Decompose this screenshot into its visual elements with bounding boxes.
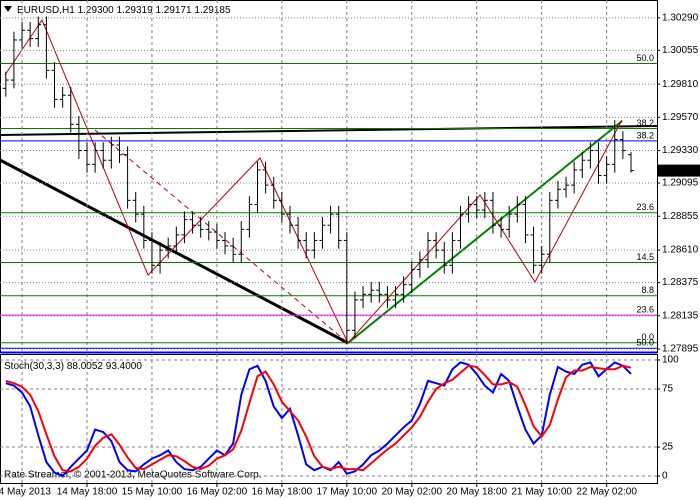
level-label: 38.2 (636, 130, 654, 140)
level-label: 23.6 (636, 304, 654, 314)
y-tick-label: 1.29570 (662, 112, 699, 123)
low-value: 1.29171 (155, 5, 192, 16)
level-label: 50.0 (636, 53, 654, 63)
channel-line (94, 129, 349, 344)
x-tick-label: 16 May 02:00 (187, 487, 248, 498)
indicator-title: Stoch(30,3,3) 88.0052 93.4000 (4, 361, 142, 372)
open-value: 1.29300 (78, 5, 115, 16)
y-tick-label: 1.29330 (662, 145, 699, 156)
y-tick-label: 1.30055 (662, 45, 699, 56)
x-tick-label: 16 May 18:00 (252, 487, 313, 498)
x-tick-label: 20 May 18:00 (446, 487, 507, 498)
header: EURUSD,H1 1.29300 1.29319 1.29171 1.2918… (17, 5, 231, 16)
trend-line (347, 120, 623, 344)
menu-arrow[interactable] (4, 6, 12, 12)
y-tick-label: 1.27895 (662, 344, 699, 355)
level-label: 50.0 (636, 338, 654, 348)
x-tick-label: 20 May 02:00 (381, 487, 442, 498)
close-value: 1.29185 (194, 5, 231, 16)
x-tick-label: 17 May 10:00 (317, 487, 378, 498)
copyright: Rate Streamer, © 2001-2013, MetaQuotes S… (4, 470, 262, 481)
y-tick-label: 1.30290 (662, 12, 699, 23)
price-tag (658, 164, 700, 177)
y-tick-label: 1.29095 (662, 178, 699, 189)
y-tick-label: 25 (662, 442, 674, 453)
level-label: 0.0 (641, 332, 654, 342)
x-tick-label: 21 May 10:00 (511, 487, 572, 498)
indicator-main: 88.0052 (67, 361, 104, 372)
x-tick-label: 22 May 02:00 (576, 487, 637, 498)
y-tick-label: 1.28855 (662, 211, 699, 222)
y-tick-label: 1.28610 (662, 245, 699, 256)
level-label: 8.8 (641, 285, 654, 295)
x-tick-label: 14 May 2013 (0, 487, 51, 498)
y-tick-label: 1.28375 (662, 277, 699, 288)
indicator-signal: 93.4000 (106, 361, 143, 372)
level-label: 23.6 (636, 202, 654, 212)
y-tick-label: 0 (662, 471, 668, 482)
y-tick-label: 75 (662, 384, 674, 395)
level-label: 14.5 (636, 252, 654, 262)
stoch-frame (0, 354, 658, 484)
trend-line (0, 158, 349, 345)
x-tick-label: 15 May 10:00 (122, 487, 183, 498)
trend-line (0, 125, 658, 136)
stoch-line (5, 364, 632, 473)
y-tick-label: 1.28135 (662, 310, 699, 321)
level-label: 38.2 (636, 118, 654, 128)
high-value: 1.29319 (117, 5, 154, 16)
y-tick-label: 100 (662, 355, 679, 366)
indicator-name: Stoch(30,3,3) (4, 361, 64, 372)
symbol: EURUSD,H1 (17, 5, 75, 16)
price-tag-label: 1.29185 (661, 165, 698, 176)
x-tick-label: 14 May 18:00 (57, 487, 118, 498)
y-tick-label: 1.29810 (662, 79, 699, 90)
stoch-line (5, 361, 632, 478)
